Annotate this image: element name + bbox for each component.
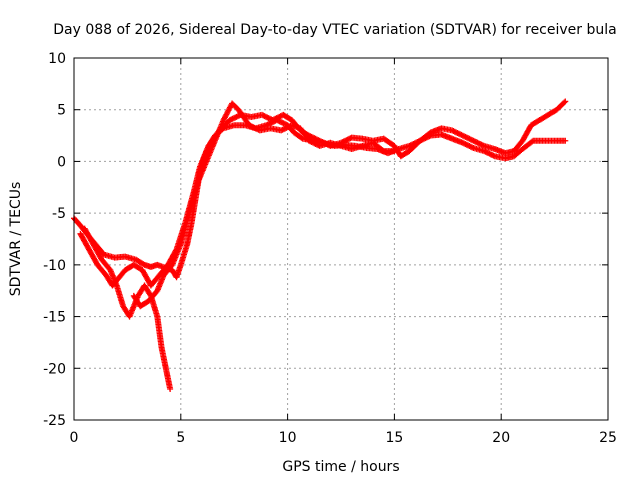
y-tick-label: -20 (43, 361, 66, 377)
grid (74, 58, 608, 420)
data-point (379, 147, 386, 154)
x-tick-label: 0 (70, 430, 79, 446)
chart-title: Day 088 of 2026, Sidereal Day-to-day VTE… (53, 22, 616, 38)
y-tick-label: 0 (57, 154, 66, 170)
y-tick-label: -5 (52, 206, 66, 222)
y-tick-label: 5 (57, 103, 66, 119)
x-tick-label: 5 (176, 430, 185, 446)
y-tick-label: -15 (43, 310, 66, 326)
y-axis-label: SDTVAR / TECUs (8, 182, 24, 297)
data-point (391, 148, 398, 155)
x-tick-label: 10 (279, 430, 297, 446)
data-point (167, 385, 174, 392)
y-tick-label: -10 (43, 258, 66, 274)
plot-frame (73, 57, 609, 421)
y-tick-label: -25 (43, 413, 66, 429)
x-tick-label: 15 (385, 430, 403, 446)
data-points (71, 98, 569, 392)
data-point (298, 134, 305, 141)
data-point (561, 99, 568, 106)
x-axis-label: GPS time / hours (282, 459, 399, 475)
data-point (562, 137, 569, 144)
data-point (529, 138, 536, 145)
ticks: 0 5 10 15 20 25 -25 -20 -15 -10 -5 0 5 10 (43, 51, 617, 446)
y-tick-label: 10 (48, 51, 66, 67)
data-point (562, 98, 569, 105)
x-tick-label: 25 (599, 430, 617, 446)
x-tick-label: 20 (492, 430, 510, 446)
